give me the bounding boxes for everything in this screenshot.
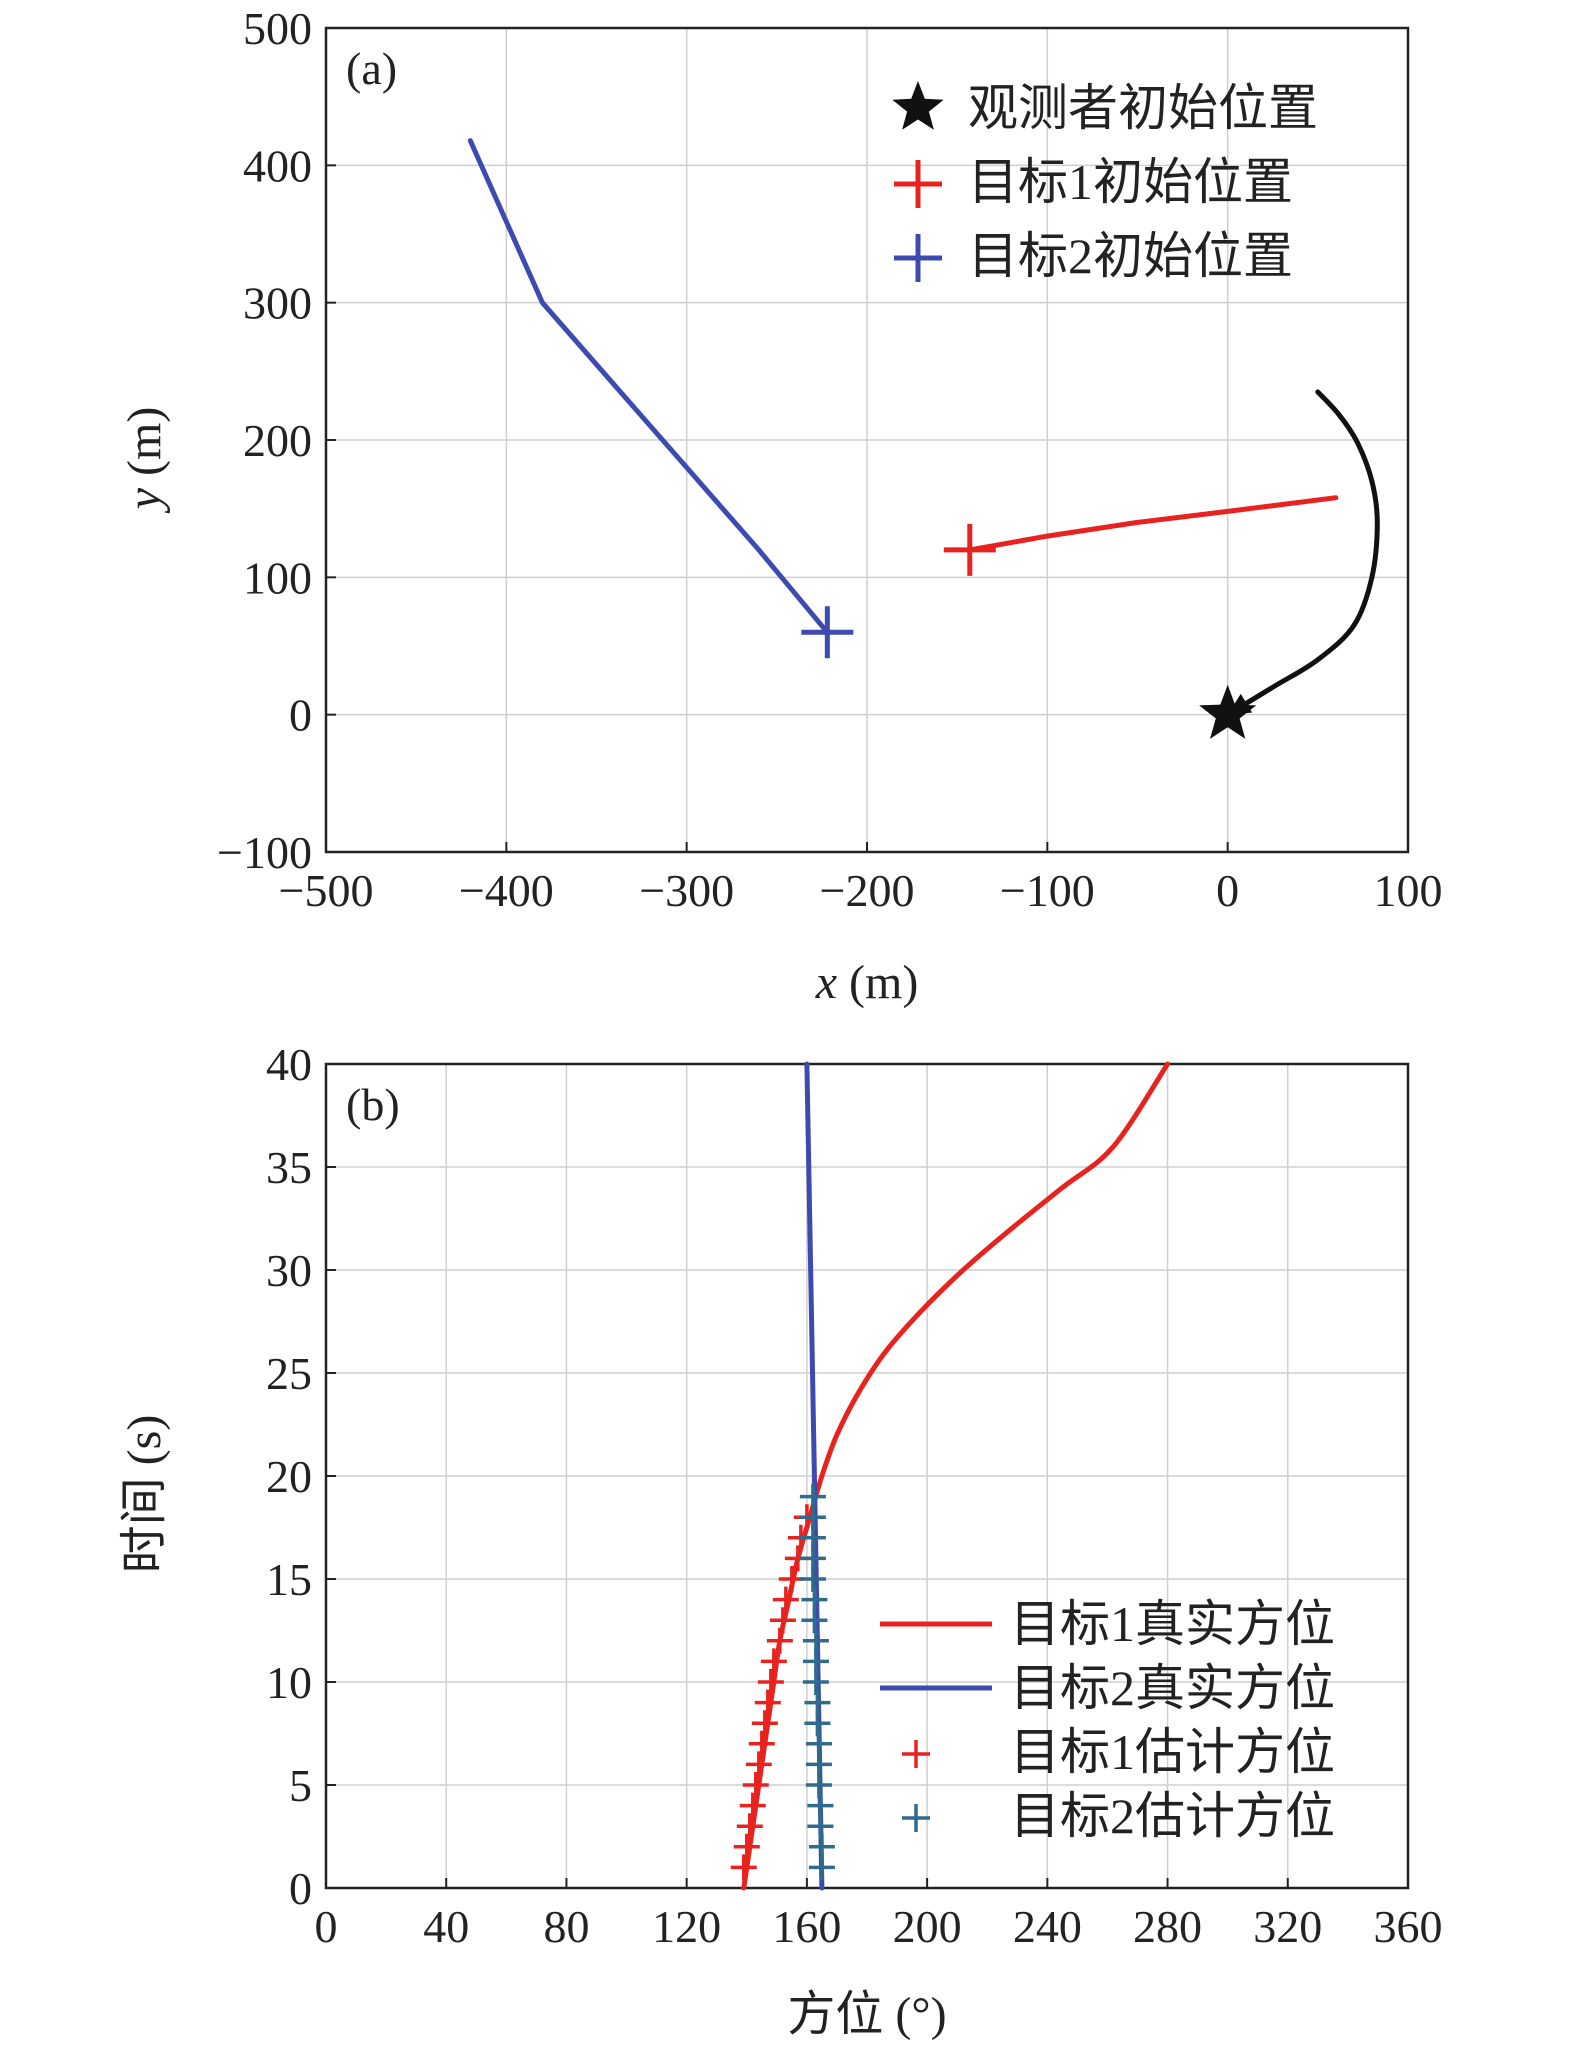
chart-b-ylabel: 时间 (s)	[118, 1415, 171, 1574]
chart-a-target1-start-marker	[943, 523, 996, 576]
chart-a-ytick-label: 300	[243, 278, 312, 329]
chart-b-estimate-point-1	[751, 1710, 778, 1737]
chart-b-estimate-point-2	[799, 1483, 826, 1510]
chart-b-legend-plus-marker	[902, 1740, 930, 1768]
chart-a-xtick-label: −300	[639, 865, 734, 916]
chart-a-xtick-label: 0	[1216, 865, 1239, 916]
chart-b-legend-label: 目标2真实方位	[1010, 1660, 1335, 1716]
chart-a-ylabel-unit: (m)	[118, 407, 171, 488]
chart-b-estimate-point-1	[754, 1689, 781, 1716]
chart-a-observer-start-marker	[1199, 684, 1257, 739]
chart-b-xtick-label: 40	[423, 1901, 469, 1952]
chart-a-xtick-label: −200	[820, 865, 915, 916]
chart-b-xtick-label: 120	[652, 1901, 721, 1952]
chart-b-panel-label: (b)	[346, 1079, 400, 1130]
chart-b-xtick-label: 200	[893, 1901, 962, 1952]
chart-a-ytick-label: 500	[243, 3, 312, 54]
chart-b-ytick-label: 20	[266, 1451, 312, 1502]
chart-a-xlabel: x (m)	[815, 956, 919, 1009]
chart-b-estimate-point-1	[733, 1833, 760, 1860]
chart-b-estimate-point-1	[757, 1669, 784, 1695]
chart-a-xtick-label: 100	[1374, 865, 1443, 916]
chart-a-trajectories: −500 −400 −300 −200 −100 0 100 −100 0 100 200 300 40…	[118, 3, 1443, 1009]
chart-b-estimate-point-1	[766, 1627, 793, 1654]
chart-b-ytick-label: 15	[266, 1554, 312, 1605]
chart-a-xtick-label: −500	[279, 865, 374, 916]
chart-b-ytick-label: 25	[266, 1348, 312, 1399]
chart-b-xtick-label: 360	[1374, 1901, 1443, 1952]
chart-b-xtick-label: 280	[1133, 1901, 1202, 1952]
chart-a-legend-marker-star	[892, 81, 944, 130]
chart-b-estimate-point-1	[730, 1854, 757, 1881]
chart-b-estimate-point-1	[769, 1607, 796, 1634]
chart-b-estimate-point-1	[745, 1751, 772, 1778]
chart-a-legend-label: 目标2初始位置	[968, 228, 1293, 284]
chart-a-ytick-label: 400	[243, 140, 312, 191]
chart-b-xlabel: 方位 (°)	[787, 1988, 946, 2041]
chart-a-legend-label: 观测者初始位置	[968, 80, 1318, 136]
chart-b-xtick-label: 240	[1013, 1901, 1082, 1952]
chart-b-legend-label: 目标1真实方位	[1010, 1596, 1335, 1652]
chart-b-ytick-label: 5	[289, 1760, 312, 1811]
chart-b-ytick-label: 35	[266, 1142, 312, 1193]
chart-b-xtick-label: 80	[543, 1901, 589, 1952]
chart-b-ytick-label: 0	[289, 1863, 312, 1914]
chart-a-panel-label: (a)	[346, 43, 397, 94]
chart-b-bearing-time: 0 40 80 120 160 200 240 280 320 360 0 5 10 15 20 25 30 35…	[118, 1039, 1443, 2041]
chart-b-estimate-point-1	[760, 1648, 787, 1675]
chart-a-ytick-label: −100	[217, 827, 312, 878]
chart-a-ylabel: y (m)	[118, 407, 171, 515]
chart-b-xtick-label: 160	[772, 1901, 841, 1952]
chart-a-target2-start-marker	[801, 606, 854, 659]
chart-a-ylabel-var: y	[118, 487, 171, 514]
chart-b-estimate-point-1	[748, 1730, 775, 1757]
chart-b-series-line-1	[741, 1061, 1171, 1891]
chart-b-ytick-label: 30	[266, 1245, 312, 1296]
chart-a-legend-marker-plus	[894, 160, 942, 208]
chart-a-xtick-label: −400	[459, 865, 554, 916]
chart-a-xlabel-var: x	[815, 956, 837, 1009]
chart-b-legend-label: 目标1估计方位	[1010, 1724, 1335, 1780]
chart-b-estimate-point-1	[736, 1813, 763, 1840]
chart-b-xtick-label: 320	[1253, 1901, 1322, 1952]
chart-b-estimate-point-1	[742, 1772, 769, 1798]
chart-a-legend-marker-plus	[894, 234, 942, 282]
chart-a-series-line-1	[1225, 389, 1380, 718]
chart-a-xtick-label: −100	[1000, 865, 1095, 916]
chart-b-legend-plus-marker	[902, 1804, 930, 1832]
chart-a-ytick-label: 100	[243, 552, 312, 603]
chart-a-series-line-2	[967, 495, 1339, 553]
chart-a-ytick-label: 0	[289, 690, 312, 741]
chart-a-ytick-label: 200	[243, 415, 312, 466]
chart-b-ytick-label: 40	[266, 1039, 312, 1090]
chart-b-ytick-label: 10	[266, 1657, 312, 1708]
chart-b-estimate-point-1	[772, 1586, 799, 1613]
chart-a-xlabel-unit: (m)	[837, 956, 918, 1009]
chart-a-legend-label: 目标1初始位置	[968, 154, 1293, 210]
chart-b-estimate-point-1	[739, 1792, 766, 1819]
chart-b-legend-label: 目标2估计方位	[1010, 1788, 1335, 1844]
chart-a-series-line-3	[467, 138, 830, 635]
chart-b-xtick-label: 0	[315, 1901, 338, 1952]
